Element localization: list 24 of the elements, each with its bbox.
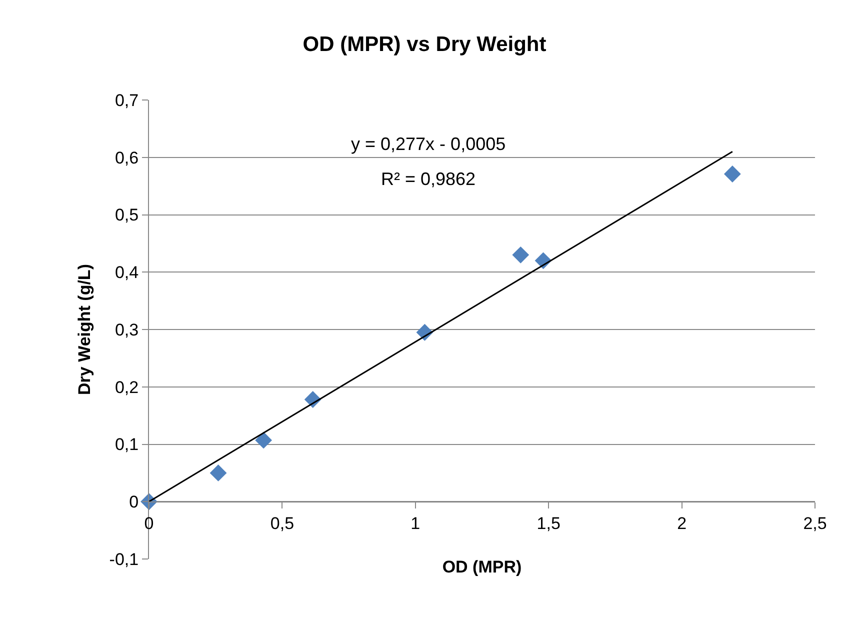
point: [512, 246, 530, 264]
chart-title: OD (MPR) vs Dry Weight: [302, 32, 546, 56]
point: [724, 166, 741, 182]
x-tick-label: 1: [410, 514, 420, 534]
y-tick-label: 0,7: [114, 90, 139, 110]
x-tick-label: 0,5: [270, 514, 294, 534]
annotation: y = 0,277x - 0,0005: [351, 134, 506, 154]
point: [255, 432, 272, 449]
x-axis-title: OD (MPR): [442, 557, 522, 576]
x-tick-label: 1,5: [536, 514, 560, 534]
y-axis-title: Dry Weight (g/L): [74, 264, 94, 395]
annotation: R² = 0,9862: [381, 169, 476, 189]
point: [210, 464, 227, 482]
y-tick-label: 0,1: [114, 435, 139, 454]
y-tick-label: 0,5: [114, 206, 139, 225]
y-tick-label: 0,4: [114, 263, 139, 282]
y-tick-label: 0: [129, 492, 139, 512]
y-tick-label: 0,3: [114, 320, 139, 340]
x-tick-label: 0: [144, 514, 154, 534]
y-tick-label: 0,2: [114, 378, 139, 397]
y-tick-label: -0,1: [109, 550, 139, 569]
x-tick-label: 2,5: [803, 514, 827, 534]
x-tick-label: 2: [677, 514, 687, 534]
y-tick-label: 0,6: [114, 148, 139, 168]
